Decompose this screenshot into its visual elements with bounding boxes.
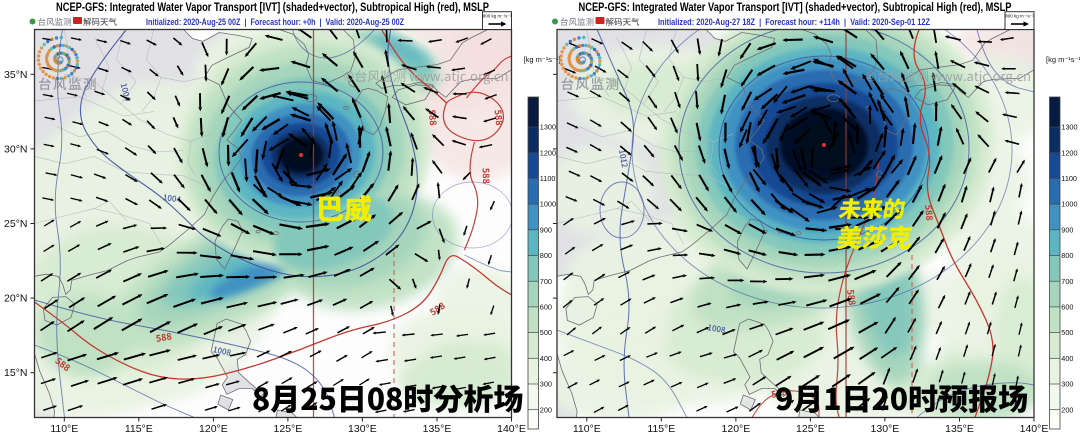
svg-text:400: 400 [540,354,552,363]
svg-text:Initialized: 2020-Aug-27 18Z: Initialized: 2020-Aug-27 18Z | Forecast … [658,17,930,27]
svg-text:35°N: 35°N [4,69,27,81]
svg-text:115°E: 115°E [647,423,675,435]
svg-text:400: 400 [1061,354,1073,363]
svg-text:140°E: 140°E [1020,423,1049,435]
svg-text:900: 900 [540,225,552,234]
svg-text:800 kg m⁻¹s⁻¹: 800 kg m⁻¹s⁻¹ [1005,14,1034,19]
svg-text:15°N: 15°N [4,367,27,379]
svg-text:700: 700 [1061,277,1073,286]
svg-text:Initialized: 2020-Aug-25 00Z: Initialized: 2020-Aug-25 00Z | Forecast … [146,17,404,27]
svg-text:600: 600 [540,303,552,312]
svg-text:200: 200 [1061,405,1073,414]
svg-text:300: 300 [540,380,552,389]
svg-text:1000: 1000 [540,200,556,209]
svg-text:1100: 1100 [540,174,556,183]
svg-text:115°E: 115°E [125,423,153,435]
svg-text:600: 600 [1061,303,1073,312]
svg-text:130°E: 130°E [348,423,377,435]
svg-text:30°N: 30°N [4,143,27,155]
svg-text:[kg m⁻¹s⁻¹]: [kg m⁻¹s⁻¹] [524,55,561,64]
svg-text:1200: 1200 [540,148,556,157]
svg-text:200: 200 [540,405,552,414]
svg-text:800: 800 [1061,251,1073,260]
svg-text:800: 800 [540,251,552,260]
svg-text:900: 900 [1061,225,1073,234]
svg-text:800 kg m⁻¹s⁻¹: 800 kg m⁻¹s⁻¹ [483,14,512,19]
svg-text:135°E: 135°E [945,423,974,435]
svg-text:135°E: 135°E [423,423,452,435]
svg-text:120°E: 120°E [722,423,751,435]
svg-text:1300: 1300 [1061,123,1077,132]
svg-text:500: 500 [540,328,552,337]
svg-text:[kg m⁻¹s⁻¹]: [kg m⁻¹s⁻¹] [1046,55,1080,64]
svg-text:120°E: 120°E [199,423,228,435]
svg-text:125°E: 125°E [796,423,825,435]
svg-text:500: 500 [1061,328,1073,337]
svg-text:700: 700 [540,277,552,286]
svg-text:1200: 1200 [1061,148,1077,157]
svg-text:300: 300 [1061,380,1073,389]
svg-text:1100: 1100 [1061,174,1077,183]
svg-text:110°E: 110°E [573,423,601,435]
svg-text:110°E: 110°E [50,423,78,435]
svg-text:NCEP-GFS: Integrated Water Vap: NCEP-GFS: Integrated Water Vapor Transpo… [579,2,1012,14]
svg-text:1000: 1000 [1061,200,1077,209]
svg-text:1300: 1300 [540,123,556,132]
svg-text:25°N: 25°N [4,218,27,230]
svg-text:125°E: 125°E [274,423,303,435]
svg-text:NCEP-GFS: Integrated Water Vap: NCEP-GFS: Integrated Water Vapor Transpo… [56,2,489,14]
svg-text:140°E: 140°E [497,423,526,435]
svg-text:130°E: 130°E [871,423,900,435]
svg-text:20°N: 20°N [4,293,27,305]
